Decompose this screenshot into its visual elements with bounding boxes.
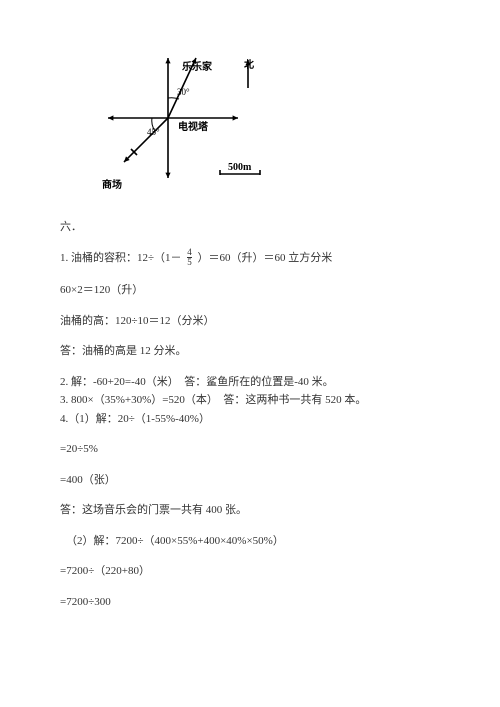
q1-line1-a: 1. 油桶的容积：12÷（1－ xyxy=(60,252,182,264)
q4-line3: =400（张） xyxy=(60,472,440,489)
q4-line1: 4.（1）解：20÷（1-55%-40%） xyxy=(60,411,440,428)
q4-line5: =7200÷（220+80） xyxy=(60,563,440,580)
q1-fraction: 4 5 xyxy=(187,248,192,267)
svg-text:500m: 500m xyxy=(228,162,252,173)
q1-line1: 1. 油桶的容积：12÷（1－ 4 5 ）＝60（升）＝60 立方分米 xyxy=(60,249,440,268)
svg-text:乐乐家: 乐乐家 xyxy=(182,60,213,73)
svg-text:电视塔: 电视塔 xyxy=(178,120,209,133)
q3-line: 3. 800×（35%+30%）=520（本） 答：这两种书一共有 520 本。 xyxy=(60,392,440,409)
q4-ans1: 答：这场音乐会的门票一共有 400 张。 xyxy=(60,502,440,519)
q1-frac-den: 5 xyxy=(187,257,192,267)
q1-line2: 60×2＝120（升） xyxy=(60,282,440,299)
section-six-heading: 六． xyxy=(60,219,440,236)
svg-text:商场: 商场 xyxy=(102,178,122,191)
q1-frac-num: 4 xyxy=(187,248,192,257)
compass-diagram: 30° 45° 乐乐家 北电视塔商场 500m xyxy=(90,40,440,201)
q4-line4: （2）解：7200÷（400×55%+400×40%×50%） xyxy=(66,533,440,550)
q4-line6: =7200÷300 xyxy=(60,594,440,611)
svg-text:45°: 45° xyxy=(147,127,160,137)
q2-line: 2. 解：-60+20=-40（米） 答：鲨鱼所在的位置是-40 米。 xyxy=(60,374,440,391)
q4-line2: =20÷5% xyxy=(60,441,440,458)
q1-line1-b: ）＝60（升）＝60 立方分米 xyxy=(198,252,333,264)
diagram-svg: 30° 45° 乐乐家 北电视塔商场 500m xyxy=(90,40,270,195)
svg-text:30°: 30° xyxy=(177,87,190,97)
q1-line3: 油桶的高：120÷10＝12（分米） xyxy=(60,313,440,330)
q1-line4: 答：油桶的高是 12 分米。 xyxy=(60,343,440,360)
svg-text:北: 北 xyxy=(244,58,254,71)
